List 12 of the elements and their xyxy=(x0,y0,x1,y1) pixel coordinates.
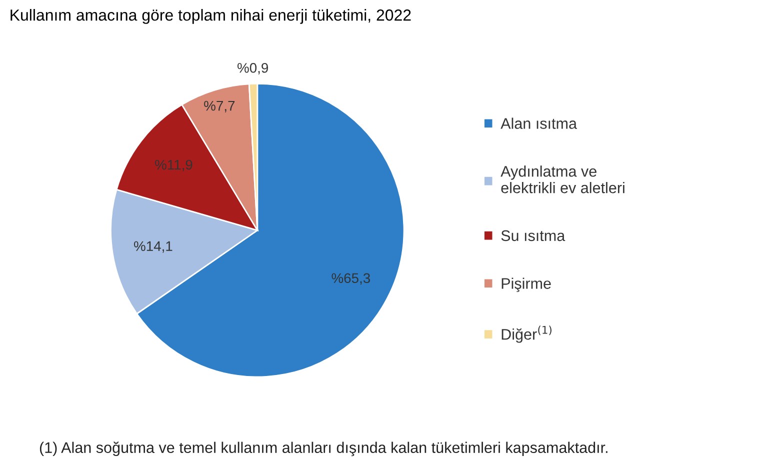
legend-label: Su ısıtma xyxy=(501,230,566,242)
legend-label: Pişirme xyxy=(502,278,551,292)
data-label: %11,9 xyxy=(155,160,192,172)
data-label: %14,1 xyxy=(134,241,172,253)
legend-label: Diğer$^{(1)}$ xyxy=(502,326,552,343)
data-label: %65,3 xyxy=(332,273,370,285)
legend-label: Alan ısıtma xyxy=(500,118,577,129)
legend-label: Aydınlatma ve elektrikli ev aletleri xyxy=(500,166,624,194)
chart-title: Kullanım amacına göre toplam nihai enerji tüketimi, 2022 xyxy=(10,9,411,24)
text: (1) Alan soğutma ve temel kullanım alanları dışında kalan tüketimleri kapsamaktadır. xyxy=(40,442,608,456)
data-label: %7,7 xyxy=(204,100,235,112)
data-label: %0,9 xyxy=(238,62,268,74)
